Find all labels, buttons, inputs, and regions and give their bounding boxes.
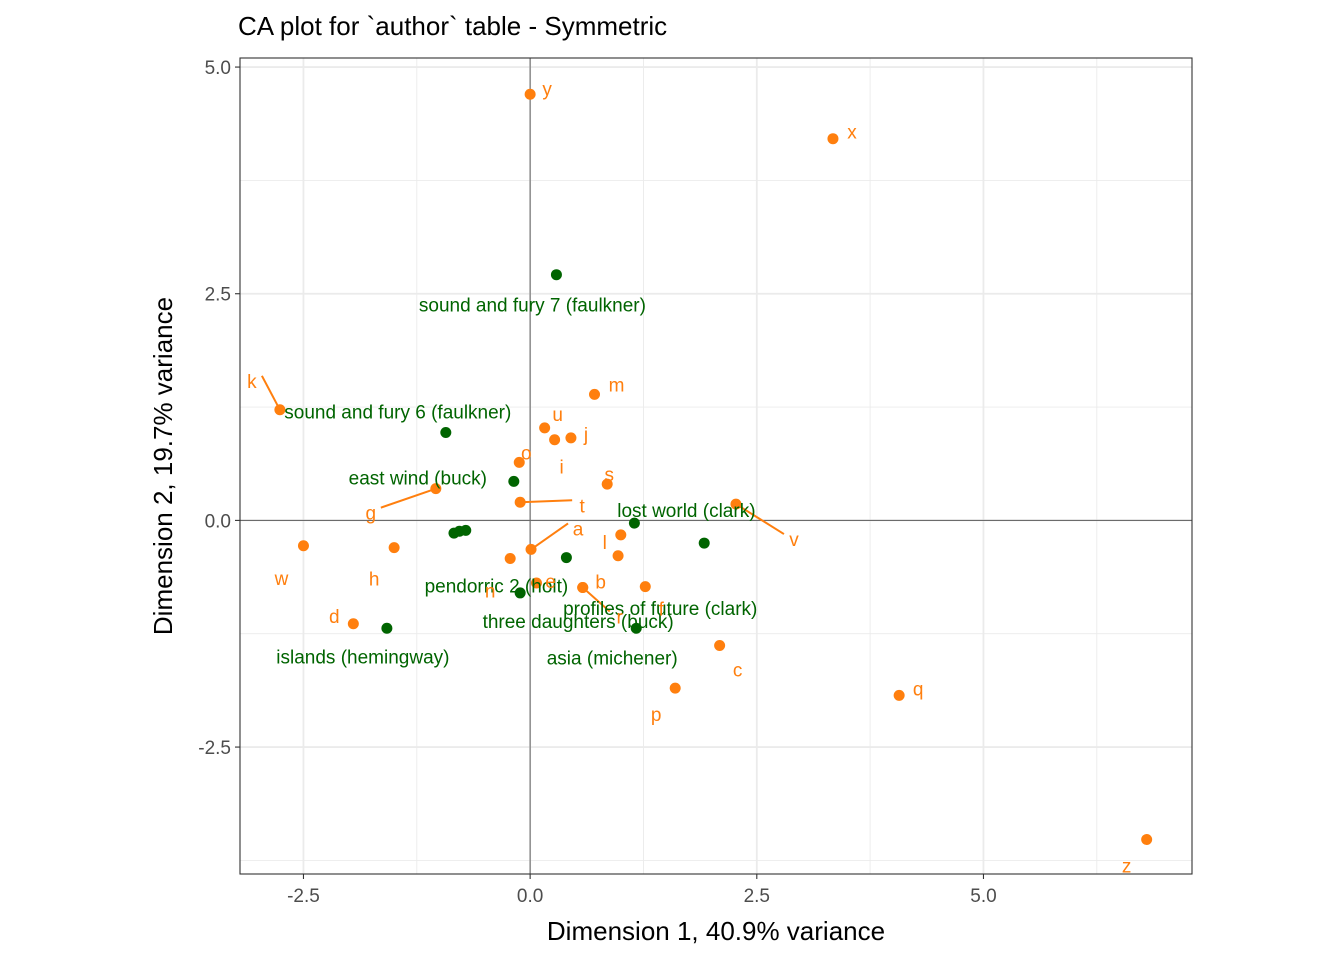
column-point-label: e [545, 572, 556, 593]
column-point-label: k [247, 372, 257, 393]
column-point-label: a [573, 519, 584, 540]
column-point [274, 404, 286, 416]
row-point [514, 587, 526, 599]
row-point-label: three daughters (buck) [483, 612, 674, 633]
y-tick-label: 2.5 [205, 285, 231, 306]
column-point [513, 456, 525, 468]
x-tick-label: 0.0 [517, 886, 543, 907]
row-point [460, 524, 472, 536]
row-point [508, 475, 520, 487]
x-tick-label: -2.5 [287, 886, 320, 907]
column-point [525, 543, 537, 555]
panel-border [239, 57, 1193, 875]
column-point-label: v [789, 530, 799, 551]
column-point-label: h [369, 570, 380, 591]
row-point-label: lost world (clark) [617, 501, 755, 522]
column-point [565, 432, 577, 444]
column-point [669, 682, 681, 694]
point-labels-layer: sound and fury 7 (faulkner) sound and fur… [247, 79, 1131, 877]
row-point [550, 269, 562, 281]
column-point-label: f [659, 600, 665, 621]
column-point [730, 498, 742, 510]
y-tick-label: 0.0 [205, 511, 231, 532]
row-point [381, 622, 393, 634]
row-point [698, 537, 710, 549]
row-point-label: sound and fury 7 (faulkner) [419, 296, 646, 317]
y-axis-title: Dimension 2, 19.7% variance [148, 297, 178, 635]
x-axis-title: Dimension 1, 40.9% variance [547, 916, 885, 946]
label-leader-line [520, 499, 573, 504]
row-point [448, 527, 460, 539]
column-point [1141, 834, 1153, 846]
column-point-label: i [559, 458, 563, 479]
x-tick-label: 5.0 [970, 886, 996, 907]
y-tick-label: 5.0 [205, 58, 231, 79]
y-tick-label: -2.5 [198, 738, 231, 759]
column-point [504, 552, 516, 564]
row-point [440, 426, 452, 438]
column-point [893, 689, 905, 701]
x-tick-label: 2.5 [744, 886, 770, 907]
column-point-label: q [913, 679, 924, 700]
label-leader-line [261, 375, 281, 411]
column-point-label: d [329, 607, 340, 628]
column-point [639, 581, 651, 593]
column-point-label: t [580, 496, 586, 517]
column-point [514, 496, 526, 508]
column-point-label: o [521, 443, 532, 464]
column-point [524, 88, 536, 100]
column-point-label: j [583, 425, 588, 446]
column-point [388, 542, 400, 554]
points-layer [274, 88, 1153, 846]
label-leader-line [735, 503, 785, 535]
column-point-label: l [603, 533, 607, 554]
column-point-label: y [542, 79, 552, 100]
row-point-label: pendorric 2 (holt) [425, 576, 569, 597]
column-point [430, 483, 442, 495]
column-point-label: x [847, 123, 857, 144]
column-point [612, 550, 624, 562]
row-point-label: asia (michener) [547, 648, 678, 669]
row-point-label: profiles of future (clark) [563, 599, 757, 620]
column-point-label: p [651, 705, 662, 726]
row-point [560, 552, 572, 564]
column-point-label: s [604, 465, 614, 486]
row-point-label: sound and fury 6 (faulkner) [284, 402, 511, 423]
chart-title: CA plot for `author` table - Symmetric [238, 11, 667, 41]
column-point-label: u [552, 405, 563, 426]
column-point [549, 434, 561, 446]
column-point-label: c [733, 661, 743, 682]
column-point [827, 133, 839, 145]
row-point [630, 622, 642, 634]
label-leader-lines [261, 375, 785, 613]
column-point-label: g [366, 504, 377, 525]
column-point [601, 478, 613, 490]
column-point [530, 577, 542, 589]
axis-ticks: -2.5 0.0 2.5 5.0 -2.5 0.0 2.5 5.0 [198, 58, 996, 907]
column-point [347, 618, 359, 630]
column-point [589, 388, 601, 400]
reference-lines [240, 58, 1192, 874]
column-point-label: w [274, 569, 289, 590]
column-point [615, 529, 627, 541]
column-point-label: r [617, 607, 624, 628]
column-point-label: b [595, 572, 606, 593]
label-leader-line [380, 487, 437, 509]
column-point [539, 422, 551, 434]
row-point [628, 517, 640, 529]
column-point-label: z [1122, 857, 1132, 878]
row-point-label: east wind (buck) [349, 468, 487, 489]
label-leader-line [582, 586, 611, 613]
label-leader-line [530, 522, 569, 551]
column-point [577, 581, 589, 593]
column-point-label: m [609, 375, 625, 396]
column-point-label: n [485, 581, 496, 602]
column-point [714, 640, 726, 652]
row-point-label: islands (hemingway) [276, 647, 449, 668]
column-point [297, 540, 309, 552]
